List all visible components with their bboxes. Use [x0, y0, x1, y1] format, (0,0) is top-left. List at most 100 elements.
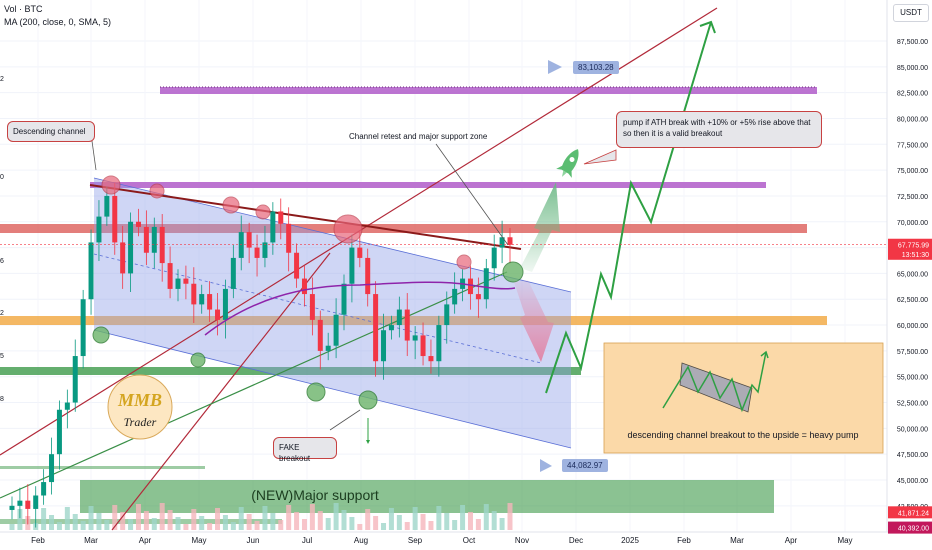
major-support-label: (NEW)Major support: [251, 487, 379, 503]
price-marker-label: 67,775.99: [898, 243, 929, 250]
volume-bar: [143, 511, 149, 530]
volume-bar: [412, 507, 418, 530]
candle-body: [365, 257, 371, 295]
candle-body: [143, 226, 149, 253]
price-marker: [888, 247, 932, 260]
unit-button[interactable]: USDT: [893, 4, 929, 22]
volume-bar: [309, 504, 315, 530]
volume-bar: [56, 522, 62, 530]
candle-body: [64, 402, 70, 410]
volume-bar: [41, 508, 47, 530]
candle-body: [294, 252, 300, 279]
candle-body: [230, 257, 236, 289]
volume-bar: [404, 522, 410, 530]
candle-body: [420, 335, 426, 357]
volume-bar: [467, 512, 473, 530]
candle-body: [286, 223, 292, 253]
descending-channel-note: Descending channel: [7, 121, 95, 142]
channel-retest-note: Channel retest and major support zone: [349, 132, 488, 141]
volume-bar: [72, 514, 78, 530]
volume-bar: [325, 518, 331, 530]
volume-bar: [207, 523, 213, 530]
support-trendline-green: [0, 271, 508, 499]
x-tick-label: Mar: [84, 536, 98, 545]
rocket-icon: [556, 149, 579, 178]
price-label-83103: 83,103.28: [573, 61, 619, 74]
volume-bar: [373, 516, 379, 530]
left-edge-label: 2: [0, 310, 4, 317]
candle-body: [467, 278, 473, 295]
left-edge-label: 5: [0, 353, 4, 360]
x-tick-label: Aug: [354, 536, 368, 545]
candle-body: [104, 195, 110, 217]
volume-bar: [388, 508, 394, 530]
projection-path: [545, 21, 712, 394]
candle-body: [112, 195, 118, 243]
candle-body: [25, 500, 31, 509]
steep-trendline-red: [111, 252, 331, 531]
x-tick-label: May: [837, 536, 852, 545]
x-tick-label: Apr: [139, 536, 152, 545]
volume-bar: [222, 515, 228, 530]
volume-bar: [428, 521, 434, 530]
volume-bar: [444, 513, 450, 530]
volume-bar: [128, 519, 134, 530]
volume-bar: [301, 519, 307, 530]
candle-body: [388, 325, 394, 331]
volume-bar: [460, 505, 466, 530]
y-tick-label: 50,000.00: [897, 426, 928, 433]
zone-55500: [0, 367, 581, 375]
candle-body: [373, 294, 379, 362]
volume-bar: [475, 519, 481, 530]
candle-body: [183, 278, 189, 284]
symbol-line: Vol · BTC: [4, 4, 43, 14]
x-tick-label: Feb: [677, 536, 691, 545]
zone-73500: [90, 182, 766, 188]
pivot-lows: [92, 261, 524, 410]
logo-subtitle: Trader: [124, 415, 157, 429]
y-tick-label: 55,000.00: [897, 375, 928, 382]
left-edge-label: 2: [0, 76, 4, 83]
candle-body: [88, 242, 94, 300]
ma200-line: [204, 281, 516, 336]
volume-bar: [294, 512, 300, 530]
price-marker: [888, 521, 932, 534]
volume-bar: [341, 510, 347, 530]
x-tick-label: Jul: [302, 536, 312, 545]
candle-body: [325, 345, 331, 351]
volume-bar: [96, 513, 102, 530]
volume-bar: [88, 506, 94, 530]
old-support-box-2: [0, 519, 282, 524]
price-label-44082: 44,082.97: [562, 459, 608, 472]
projection-arrowhead: [699, 20, 716, 34]
candle-body: [167, 263, 173, 289]
y-tick-label: 72,500.00: [897, 194, 928, 201]
volume-bar: [191, 509, 197, 530]
candle-body: [56, 409, 62, 455]
candle-body: [309, 294, 315, 320]
y-tick-label: 47,500.00: [897, 452, 928, 459]
volume-bar: [112, 505, 118, 530]
left-edge-label: 8: [0, 396, 4, 403]
x-tick-label: Nov: [515, 536, 529, 545]
volume-bar: [396, 515, 402, 530]
volume-bar: [135, 504, 141, 530]
candle-body: [412, 335, 418, 341]
volume-bar: [491, 511, 497, 530]
zone-82500: [160, 87, 817, 94]
candle-body: [278, 211, 284, 224]
y-tick-label: 85,000.00: [897, 65, 928, 72]
candle-body: [444, 304, 450, 326]
candle-body: [41, 482, 47, 496]
y-tick-label: 62,500.00: [897, 297, 928, 304]
candle-body: [349, 247, 355, 284]
candle-body: [135, 221, 141, 227]
candle-body: [33, 495, 39, 509]
volume-bar: [215, 508, 221, 530]
indicator-line: MA (200, close, 0, SMA, 5): [4, 17, 112, 27]
mmb-trader-logo: MMB Trader: [107, 374, 173, 440]
x-tick-label: Dec: [569, 536, 583, 545]
volume-bar: [270, 513, 276, 530]
zone-60000: [0, 316, 827, 325]
